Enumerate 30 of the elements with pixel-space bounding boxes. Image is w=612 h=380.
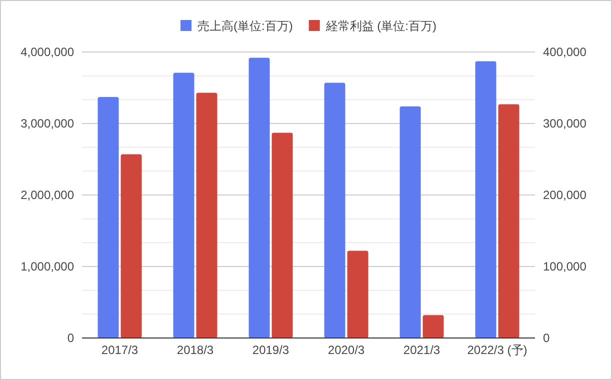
bar [98, 97, 119, 338]
x-tick-label: 2019/3 [252, 343, 290, 357]
y2-tick-label: 400,000 [543, 45, 587, 59]
y2-tick-label: 300,000 [543, 116, 587, 130]
y-tick-label: 0 [67, 331, 74, 345]
y2-tick-label: 100,000 [543, 260, 587, 274]
bar [248, 58, 270, 338]
bar [498, 104, 520, 338]
x-tick-label: 2017/3 [101, 343, 138, 357]
bar [120, 154, 142, 338]
bar [400, 106, 421, 338]
bar [347, 250, 368, 338]
bar [196, 92, 218, 338]
x-tick-label: 2021/3 [403, 343, 440, 357]
bar [272, 132, 293, 338]
x-tick-label: 2020/3 [328, 343, 365, 357]
legend-label: 経常利益 (単位:百万) [324, 19, 436, 33]
x-tick-label: 2022/3 (予) [467, 343, 528, 357]
y2-tick-label: 200,000 [543, 188, 587, 202]
bar [173, 72, 194, 338]
y-tick-label: 1,000,000 [20, 260, 74, 274]
y2-tick-label: 0 [543, 331, 550, 345]
y-tick-label: 4,000,000 [20, 45, 74, 59]
bar [422, 315, 444, 338]
x-tick-label: 2018/3 [176, 343, 214, 357]
bar [324, 82, 346, 338]
bar [475, 61, 496, 338]
y-tick-label: 2,000,000 [20, 188, 74, 202]
y-tick-label: 3,000,000 [20, 116, 74, 130]
legend-label: 売上高(単位:百万) [198, 19, 293, 33]
